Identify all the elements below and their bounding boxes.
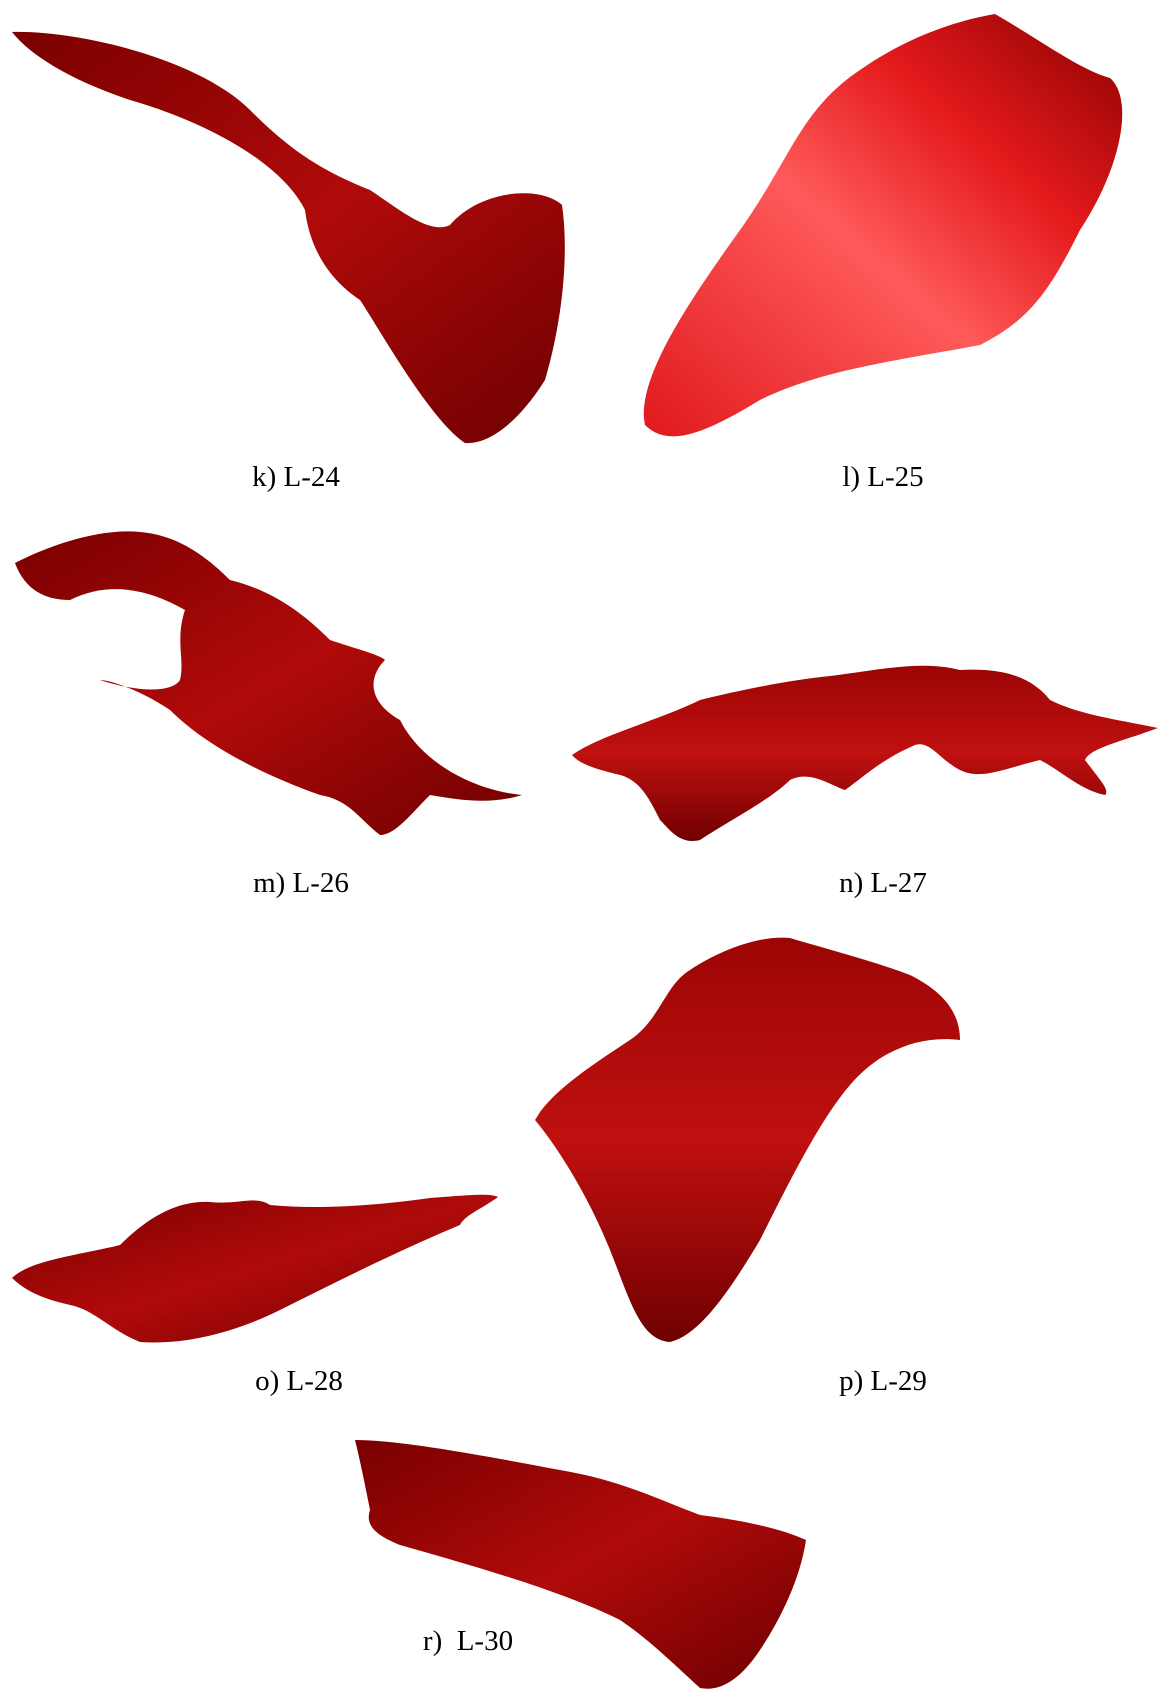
caption: n) L-27: [839, 867, 927, 899]
render-k: [12, 31, 565, 444]
render-l: [643, 14, 1123, 437]
render-r: [355, 1440, 806, 1689]
render-o: [12, 1194, 498, 1343]
caption: l) L-25: [842, 461, 923, 493]
caption: o) L-28: [255, 1365, 343, 1397]
render-m: [15, 531, 522, 835]
render-n: [572, 665, 1158, 841]
caption: p) L-29: [839, 1365, 927, 1397]
caption: k) L-24: [252, 461, 340, 493]
render-p: [535, 937, 960, 1342]
caption: r) L-30: [423, 1625, 513, 1657]
caption: m) L-26: [253, 867, 349, 899]
